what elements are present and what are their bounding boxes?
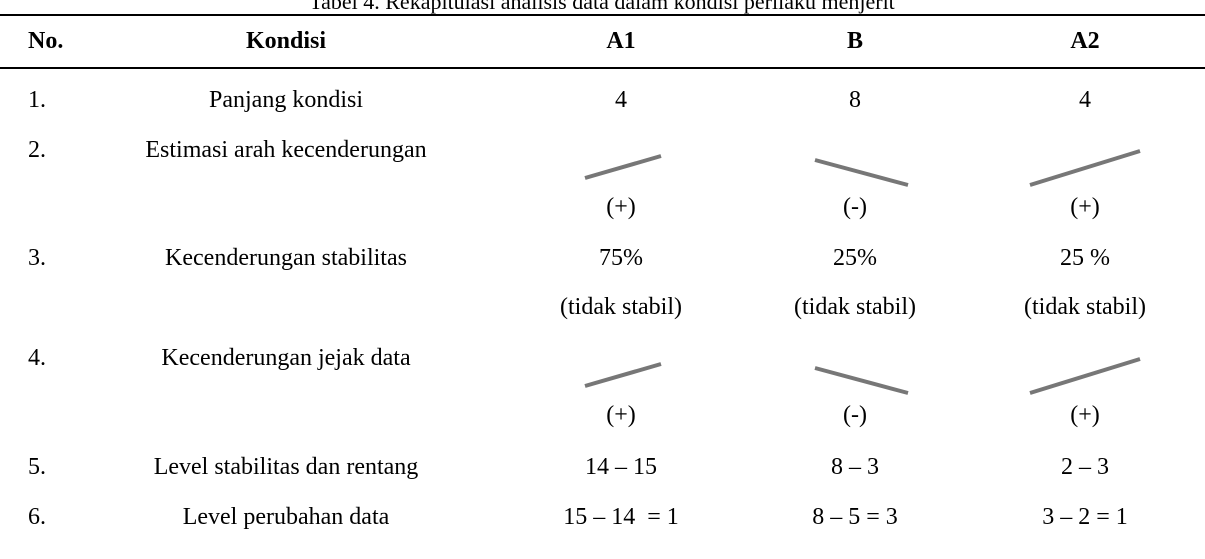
table-cell: Estimasi arah kecenderungan [145, 137, 427, 163]
table-cell: 3 – 2 = 1 [1042, 504, 1128, 530]
table-cell: (tidak stabil) [560, 294, 682, 320]
table-cell: 6. [28, 504, 46, 530]
table-cell: 2. [28, 137, 46, 163]
table-cell: 8 – 3 [831, 454, 879, 480]
table-cell: Panjang kondisi [209, 87, 363, 113]
table-cell: 3. [28, 245, 46, 271]
table-cell: 25 % [1060, 245, 1110, 271]
table-cell: (+) [1070, 194, 1100, 220]
table-cell: Level perubahan data [182, 504, 390, 530]
table-cell: 8 [849, 87, 861, 113]
trend-lines [584, 149, 1141, 395]
table-cell: (tidak stabil) [1024, 294, 1146, 320]
trend-up [584, 362, 662, 388]
trend-down [814, 158, 909, 187]
table-cell: Kecenderungan jejak data [161, 345, 411, 371]
table-cell: (-) [843, 194, 867, 220]
header-cell: B [846, 28, 864, 54]
table-title: Tabel 4. Rekapitulasi analisis data dala… [309, 0, 895, 14]
trend-up [584, 154, 662, 180]
table-cell: 25% [833, 245, 877, 271]
table-cell: (+) [606, 402, 636, 428]
top-rule [0, 14, 1205, 16]
table-cell: 75% [599, 245, 643, 271]
table-cell: (+) [1070, 402, 1100, 428]
header-cell: Kondisi [245, 28, 327, 54]
table-cell: 1. [28, 87, 46, 113]
header-rule [0, 67, 1205, 69]
header-cell: No. [28, 28, 64, 54]
trend-up [1029, 149, 1141, 187]
table-cell: Level stabilitas dan rentang [153, 454, 419, 480]
trend-up [1029, 357, 1141, 395]
table-cell: 15 – 14 = 1 [563, 504, 679, 530]
table-cell: (+) [606, 194, 636, 220]
table-cell: 8 – 5 = 3 [812, 504, 898, 530]
table-cell: (tidak stabil) [794, 294, 916, 320]
table-cell: 4. [28, 345, 46, 371]
table-cell: Kecenderungan stabilitas [165, 245, 407, 271]
trend-down [814, 366, 909, 395]
table-cell: 14 – 15 [585, 454, 657, 480]
header-cell: A2 [1070, 28, 1100, 54]
table-cell: 4 [615, 87, 627, 113]
header-cell: A1 [606, 28, 636, 54]
table-cell: (-) [843, 402, 867, 428]
table-cell: 5. [28, 454, 46, 480]
table-cell: 4 [1079, 87, 1091, 113]
table-cell: 2 – 3 [1061, 454, 1109, 480]
